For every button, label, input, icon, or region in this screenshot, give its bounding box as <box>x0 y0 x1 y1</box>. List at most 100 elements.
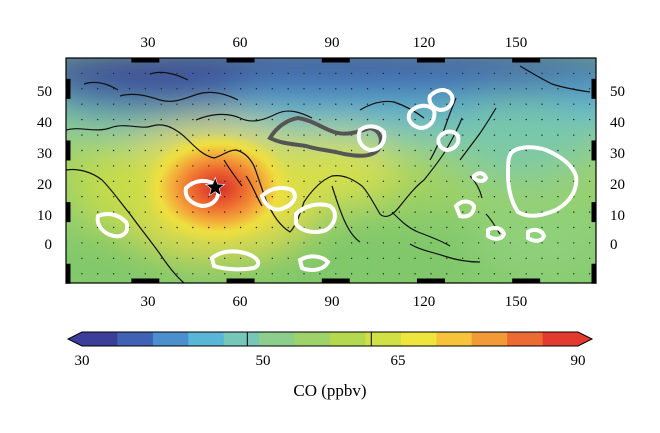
grid-dot <box>430 72 432 75</box>
grid-dot <box>493 118 496 121</box>
plateau-outline <box>267 115 383 158</box>
grid-dot <box>350 72 353 75</box>
grid-dot <box>350 103 353 105</box>
grid-dot <box>446 72 448 75</box>
grid-dot <box>81 165 83 167</box>
grid-dot <box>271 242 273 244</box>
grid-dot <box>319 134 321 136</box>
grid-dot <box>112 273 115 275</box>
grid-dot <box>128 88 131 90</box>
grid-dot <box>493 211 496 213</box>
grid-dot <box>287 134 289 136</box>
grid-dot <box>255 72 258 75</box>
grid-dot <box>112 257 115 259</box>
grid-dot <box>398 149 400 152</box>
grid-dot <box>462 134 464 136</box>
colorbar-label: 90 <box>571 353 586 369</box>
lon-tick-label: 90 <box>325 35 340 51</box>
grid-dot <box>287 242 289 244</box>
grid-dot <box>97 180 99 182</box>
grid-dot <box>589 257 591 259</box>
grid-dot <box>97 273 99 275</box>
grid-dot <box>319 211 321 213</box>
grid-dot <box>557 211 559 213</box>
grid-dot <box>271 226 273 229</box>
grid-dot <box>128 165 131 167</box>
lon-tick-label: 120 <box>413 35 436 51</box>
lon-tick-label: 90 <box>325 294 340 310</box>
grid-dot <box>144 165 146 167</box>
grid-dot <box>414 211 416 213</box>
grid-dot <box>350 165 353 167</box>
grid-dot <box>287 149 289 152</box>
grid-dot <box>144 257 146 259</box>
grid-dot <box>509 134 511 136</box>
grid-dot <box>319 273 321 275</box>
grid-dot <box>303 149 305 152</box>
grid-dot <box>525 165 527 167</box>
colorbar-arrow-right-icon <box>578 332 592 346</box>
grid-dot <box>176 118 178 121</box>
lat-tick-label: 20 <box>37 177 52 193</box>
grid-dot <box>319 118 321 121</box>
grid-dot <box>208 165 210 167</box>
grid-dot <box>350 242 353 244</box>
grid-dot <box>319 196 321 198</box>
grid-dot <box>255 118 258 121</box>
grid-dot <box>112 180 115 182</box>
grid-dot <box>509 118 511 121</box>
grid-dot <box>541 211 543 213</box>
white-contours <box>95 88 579 272</box>
grid-dot <box>192 242 194 244</box>
grid-dot <box>112 149 115 152</box>
grid-dot <box>382 118 385 121</box>
grid-dot <box>414 88 416 90</box>
grid-dot <box>160 103 162 105</box>
grid-dot <box>128 103 131 105</box>
grid-dot <box>335 134 337 136</box>
grid-dot <box>366 196 369 198</box>
grid-dot <box>414 180 416 182</box>
grid-dot <box>224 88 226 90</box>
grid-dot <box>239 103 242 105</box>
grid-dot <box>525 211 527 213</box>
grid-dot <box>224 273 226 275</box>
grid-dot <box>208 118 210 121</box>
grid-dot <box>239 180 242 182</box>
grid-dot <box>525 118 527 121</box>
grid-dot <box>557 196 559 198</box>
grid-dot <box>176 134 178 136</box>
grid-dot <box>398 257 400 259</box>
grid-dot <box>97 211 99 213</box>
grid-dot <box>239 72 242 75</box>
grid-dot <box>366 211 369 213</box>
grid-dot <box>525 149 527 152</box>
frame-ticks <box>65 57 597 284</box>
grid-dot <box>414 149 416 152</box>
grid-dot <box>541 88 543 90</box>
grid-dot <box>446 196 448 198</box>
grid-dot <box>271 273 273 275</box>
grid-dot <box>477 196 480 198</box>
grid-dot <box>303 88 305 90</box>
grid-dot <box>525 88 527 90</box>
grid-dot <box>573 72 575 75</box>
lat-tick-label: 30 <box>37 146 52 162</box>
grid-dot <box>541 118 543 121</box>
grid-dot <box>128 134 131 136</box>
grid-dot <box>350 226 353 229</box>
grid-dot <box>446 180 448 182</box>
grid-dot <box>287 165 289 167</box>
grid-dot <box>239 257 242 259</box>
grid-dot <box>525 273 527 275</box>
grid-dot <box>430 134 432 136</box>
lat-tick-label: 50 <box>37 84 52 100</box>
grid-dot <box>477 149 480 152</box>
lat-tick-label: 50 <box>610 84 625 100</box>
grid-dot <box>128 118 131 121</box>
colorbar-segment <box>471 332 508 346</box>
grid-dot <box>319 226 321 229</box>
grid-dot <box>557 242 559 244</box>
grid-dot <box>557 257 559 259</box>
